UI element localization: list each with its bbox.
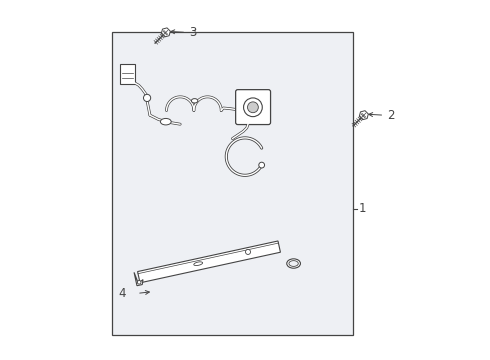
Polygon shape xyxy=(359,111,368,120)
Circle shape xyxy=(247,102,258,113)
Ellipse shape xyxy=(259,162,265,168)
Ellipse shape xyxy=(194,262,202,266)
Circle shape xyxy=(245,249,250,255)
FancyBboxPatch shape xyxy=(236,90,270,125)
Circle shape xyxy=(137,280,141,284)
Ellipse shape xyxy=(160,118,171,125)
Circle shape xyxy=(144,94,151,102)
Text: 2: 2 xyxy=(387,109,395,122)
Ellipse shape xyxy=(287,259,300,268)
Ellipse shape xyxy=(289,261,298,266)
Bar xyxy=(112,32,353,335)
Polygon shape xyxy=(138,241,280,283)
Ellipse shape xyxy=(192,99,198,103)
Text: 3: 3 xyxy=(189,26,196,39)
Polygon shape xyxy=(134,272,143,286)
Polygon shape xyxy=(161,28,171,37)
Text: 1: 1 xyxy=(358,202,366,215)
Circle shape xyxy=(244,98,262,117)
FancyBboxPatch shape xyxy=(120,64,135,84)
Text: 4: 4 xyxy=(119,287,126,300)
